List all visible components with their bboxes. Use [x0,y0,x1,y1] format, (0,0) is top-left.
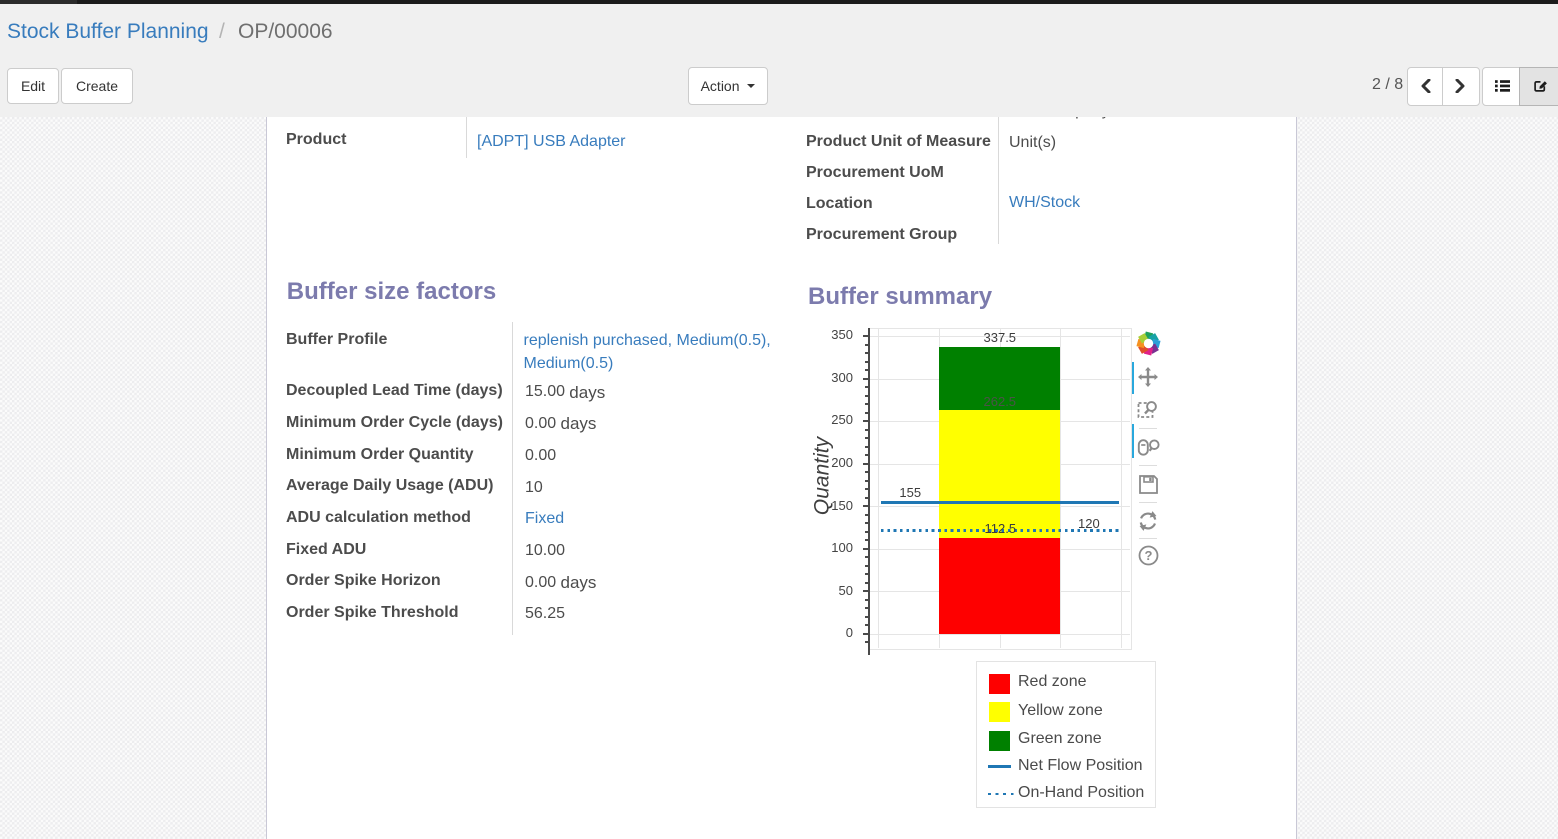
svg-text:?: ? [1144,548,1152,563]
